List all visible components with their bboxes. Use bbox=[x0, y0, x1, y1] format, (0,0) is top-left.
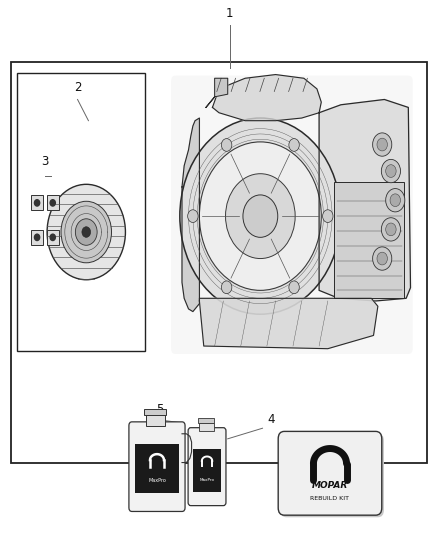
Circle shape bbox=[381, 217, 400, 241]
Text: 4: 4 bbox=[268, 413, 275, 425]
Bar bbox=[193, 449, 221, 492]
Text: MaxPro: MaxPro bbox=[148, 478, 166, 483]
Text: 3: 3 bbox=[41, 156, 49, 168]
Circle shape bbox=[35, 234, 40, 240]
FancyBboxPatch shape bbox=[171, 76, 413, 354]
Circle shape bbox=[386, 165, 396, 177]
Polygon shape bbox=[212, 75, 321, 120]
Polygon shape bbox=[182, 118, 199, 312]
Circle shape bbox=[187, 210, 198, 222]
Circle shape bbox=[377, 138, 388, 151]
Text: REBUILD KIT: REBUILD KIT bbox=[311, 496, 350, 502]
Bar bbox=[146, 415, 165, 425]
Circle shape bbox=[386, 223, 396, 236]
Polygon shape bbox=[319, 100, 410, 301]
Circle shape bbox=[386, 189, 405, 212]
Text: MaxPro: MaxPro bbox=[200, 478, 215, 481]
Circle shape bbox=[226, 174, 295, 259]
Circle shape bbox=[373, 133, 392, 156]
Bar bbox=[47, 196, 59, 211]
Circle shape bbox=[50, 200, 55, 206]
Circle shape bbox=[82, 227, 91, 237]
Circle shape bbox=[373, 247, 392, 270]
Circle shape bbox=[75, 219, 97, 245]
Circle shape bbox=[221, 139, 232, 151]
Circle shape bbox=[381, 159, 400, 183]
Text: 5: 5 bbox=[156, 403, 164, 416]
Bar bbox=[135, 443, 179, 493]
FancyBboxPatch shape bbox=[129, 422, 185, 512]
Circle shape bbox=[50, 234, 55, 240]
Circle shape bbox=[289, 139, 299, 151]
Circle shape bbox=[180, 118, 341, 314]
FancyBboxPatch shape bbox=[280, 433, 384, 518]
Text: MOPAR: MOPAR bbox=[312, 481, 348, 489]
Circle shape bbox=[377, 252, 388, 265]
Bar bbox=[334, 182, 404, 298]
Circle shape bbox=[199, 142, 321, 290]
Circle shape bbox=[289, 281, 299, 294]
FancyBboxPatch shape bbox=[278, 431, 382, 515]
Bar bbox=[47, 230, 59, 245]
Text: 1: 1 bbox=[226, 7, 233, 20]
Circle shape bbox=[322, 210, 333, 222]
Text: 2: 2 bbox=[74, 81, 81, 94]
Circle shape bbox=[61, 201, 112, 263]
Bar bbox=[11, 62, 427, 463]
Bar bbox=[198, 418, 214, 423]
Bar bbox=[31, 196, 43, 211]
Bar bbox=[17, 73, 145, 351]
Circle shape bbox=[35, 200, 40, 206]
Text: 6: 6 bbox=[348, 443, 356, 456]
FancyBboxPatch shape bbox=[188, 427, 226, 506]
Circle shape bbox=[243, 195, 278, 237]
Circle shape bbox=[221, 281, 232, 294]
Bar bbox=[145, 409, 166, 415]
Bar bbox=[31, 230, 43, 245]
Bar bbox=[199, 423, 214, 431]
Circle shape bbox=[47, 184, 125, 280]
Polygon shape bbox=[199, 298, 378, 349]
Polygon shape bbox=[206, 78, 228, 108]
Circle shape bbox=[390, 194, 400, 207]
